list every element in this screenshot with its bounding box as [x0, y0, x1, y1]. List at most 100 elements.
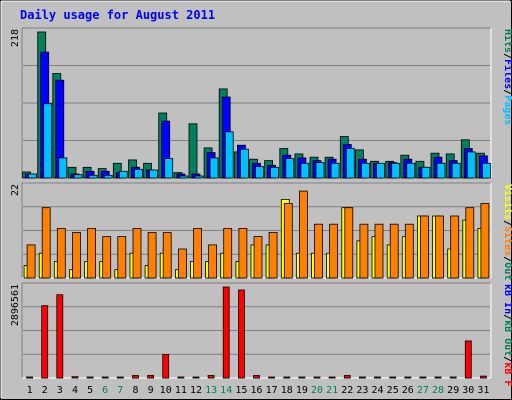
bar-pages-day-26	[406, 162, 416, 179]
bar-pages-day-5	[88, 174, 98, 179]
bar-pages-day-16	[255, 166, 264, 179]
bar-pages-day-1	[28, 173, 38, 179]
bar-kb-f-day-27	[419, 376, 427, 379]
x-tick-label: 7	[117, 385, 123, 396]
bar-sites-day-24	[374, 223, 384, 279]
bar-pages-day-6	[103, 174, 113, 179]
bar-pages-day-25	[391, 162, 401, 179]
bar-sites-day-21	[329, 223, 339, 279]
bar-sites-day-30	[465, 207, 475, 279]
hits-files-pages-panel: 218 Hits/Files/Pages	[10, 27, 512, 179]
x-tick-label: 19	[296, 385, 308, 396]
bar-sites-day-8	[132, 227, 142, 279]
x-tick-label: 28	[432, 385, 444, 396]
legend-entry: /	[502, 89, 512, 95]
bar-sites-day-27	[419, 215, 429, 279]
bar-sites-day-23	[359, 223, 369, 279]
bar-pages-day-15	[239, 148, 249, 179]
bar-kb-f-day-18	[283, 376, 291, 379]
y-max-label: 2896561	[10, 284, 21, 326]
bar-kb-f-day-13	[207, 375, 215, 379]
bar-kb-f-day-20	[313, 376, 321, 379]
legend-entry: Files	[502, 59, 512, 89]
bar-kb-f-day-9	[147, 375, 155, 379]
bar-pages-day-27	[421, 166, 431, 179]
bar-kb-f-day-21	[328, 376, 336, 379]
bar-kb-f-day-15	[237, 289, 245, 379]
bar-kb-f-day-2	[41, 305, 49, 379]
bar-pages-day-3	[58, 157, 68, 179]
chart-title: Daily usage for August 2011	[20, 8, 215, 22]
legend-entry: Hits	[502, 29, 512, 53]
x-tick-label: 14	[220, 385, 232, 396]
legend-entry: kB F	[502, 362, 512, 386]
bar-kb-f-day-17	[268, 376, 276, 379]
bar-pages-day-28	[436, 162, 446, 179]
panel-legend: Visits/Sites/Out	[502, 184, 512, 280]
x-tick-label: 11	[175, 385, 187, 396]
bar-pages-day-12	[194, 175, 204, 179]
bar-kb-f-day-14	[222, 286, 230, 379]
x-tick-label: 5	[87, 385, 93, 396]
legend-entry: Visits	[502, 184, 512, 220]
bar-pages-day-10	[164, 158, 174, 179]
x-tick-label: 25	[387, 385, 399, 396]
bar-pages-day-31	[481, 162, 491, 179]
bar-kb-f-day-16	[253, 375, 260, 379]
bar-pages-day-7	[118, 170, 128, 179]
bar-pages-day-29	[451, 162, 461, 179]
bar-kb-f-day-12	[192, 376, 200, 379]
bar-kb-f-day-22	[343, 375, 351, 379]
bar-pages-day-8	[134, 168, 143, 179]
bar-pages-day-2	[43, 103, 53, 179]
x-tick-label: 20	[311, 385, 323, 396]
bar-kb-f-day-6	[101, 376, 109, 379]
panel-legend: Hits/Files/Pages	[502, 29, 512, 125]
bar-kb-f-day-7	[116, 376, 124, 379]
bar-sites-day-9	[147, 232, 157, 279]
bar-sites-day-22	[344, 207, 354, 279]
bar-kb-f-day-28	[434, 376, 442, 379]
bar-hits-day-12	[188, 123, 198, 179]
bar-pages-day-19	[300, 162, 310, 179]
bar-pages-day-30	[466, 151, 476, 179]
x-tick-label: 13	[205, 385, 217, 396]
x-tick-label: 10	[160, 385, 172, 396]
x-tick-label: 27	[417, 385, 429, 396]
bar-kb-f-day-24	[374, 376, 381, 379]
x-tick-label: 29	[447, 385, 459, 396]
bar-sites-day-14	[223, 227, 233, 279]
bar-kb-f-day-10	[162, 353, 170, 379]
bar-sites-day-2	[41, 207, 51, 279]
bar-kb-f-day-11	[177, 376, 185, 379]
x-axis-day-labels: 1 2 3 4 5 6 7 8 9 10 11 12 13 14 15 16 17 18 19 20 21 22 23 24 2…	[27, 385, 490, 396]
x-tick-label: 30	[462, 385, 474, 396]
bar-kb-f-day-1	[26, 376, 34, 379]
bar-kb-f-day-4	[71, 376, 79, 379]
x-tick-label: 9	[148, 385, 154, 396]
visits-sites-panel: 22 Visits/Sites/Out	[10, 182, 512, 280]
bar-sites-day-7	[117, 236, 127, 279]
bar-sites-day-16	[253, 236, 263, 279]
bar-sites-day-1	[26, 244, 36, 279]
bar-sites-day-29	[450, 215, 460, 279]
bar-sites-day-13	[208, 244, 218, 279]
bar-kb-f-day-31	[479, 375, 487, 379]
bar-sites-day-11	[177, 248, 187, 279]
bar-kb-f-day-19	[298, 376, 306, 379]
legend-entry: Out	[502, 262, 512, 280]
legend-entry: /	[502, 220, 512, 226]
bar-sites-day-25	[389, 223, 399, 279]
x-tick-label: 24	[371, 385, 383, 396]
panel-legend: kB In/kB Out/kB F	[502, 284, 512, 386]
legend-entry: Sites	[502, 226, 512, 256]
legend-entry: /	[502, 314, 512, 320]
x-tick-label: 21	[326, 385, 338, 396]
bar-pages-day-21	[330, 162, 340, 179]
bar-sites-day-20	[314, 223, 323, 279]
bar-kb-f-day-30	[464, 340, 472, 379]
legend-entry: Pages	[502, 95, 512, 125]
x-tick-label: 18	[281, 385, 293, 396]
kbytes-panel: 2896561 kB In/kB Out/kB F	[10, 282, 512, 386]
